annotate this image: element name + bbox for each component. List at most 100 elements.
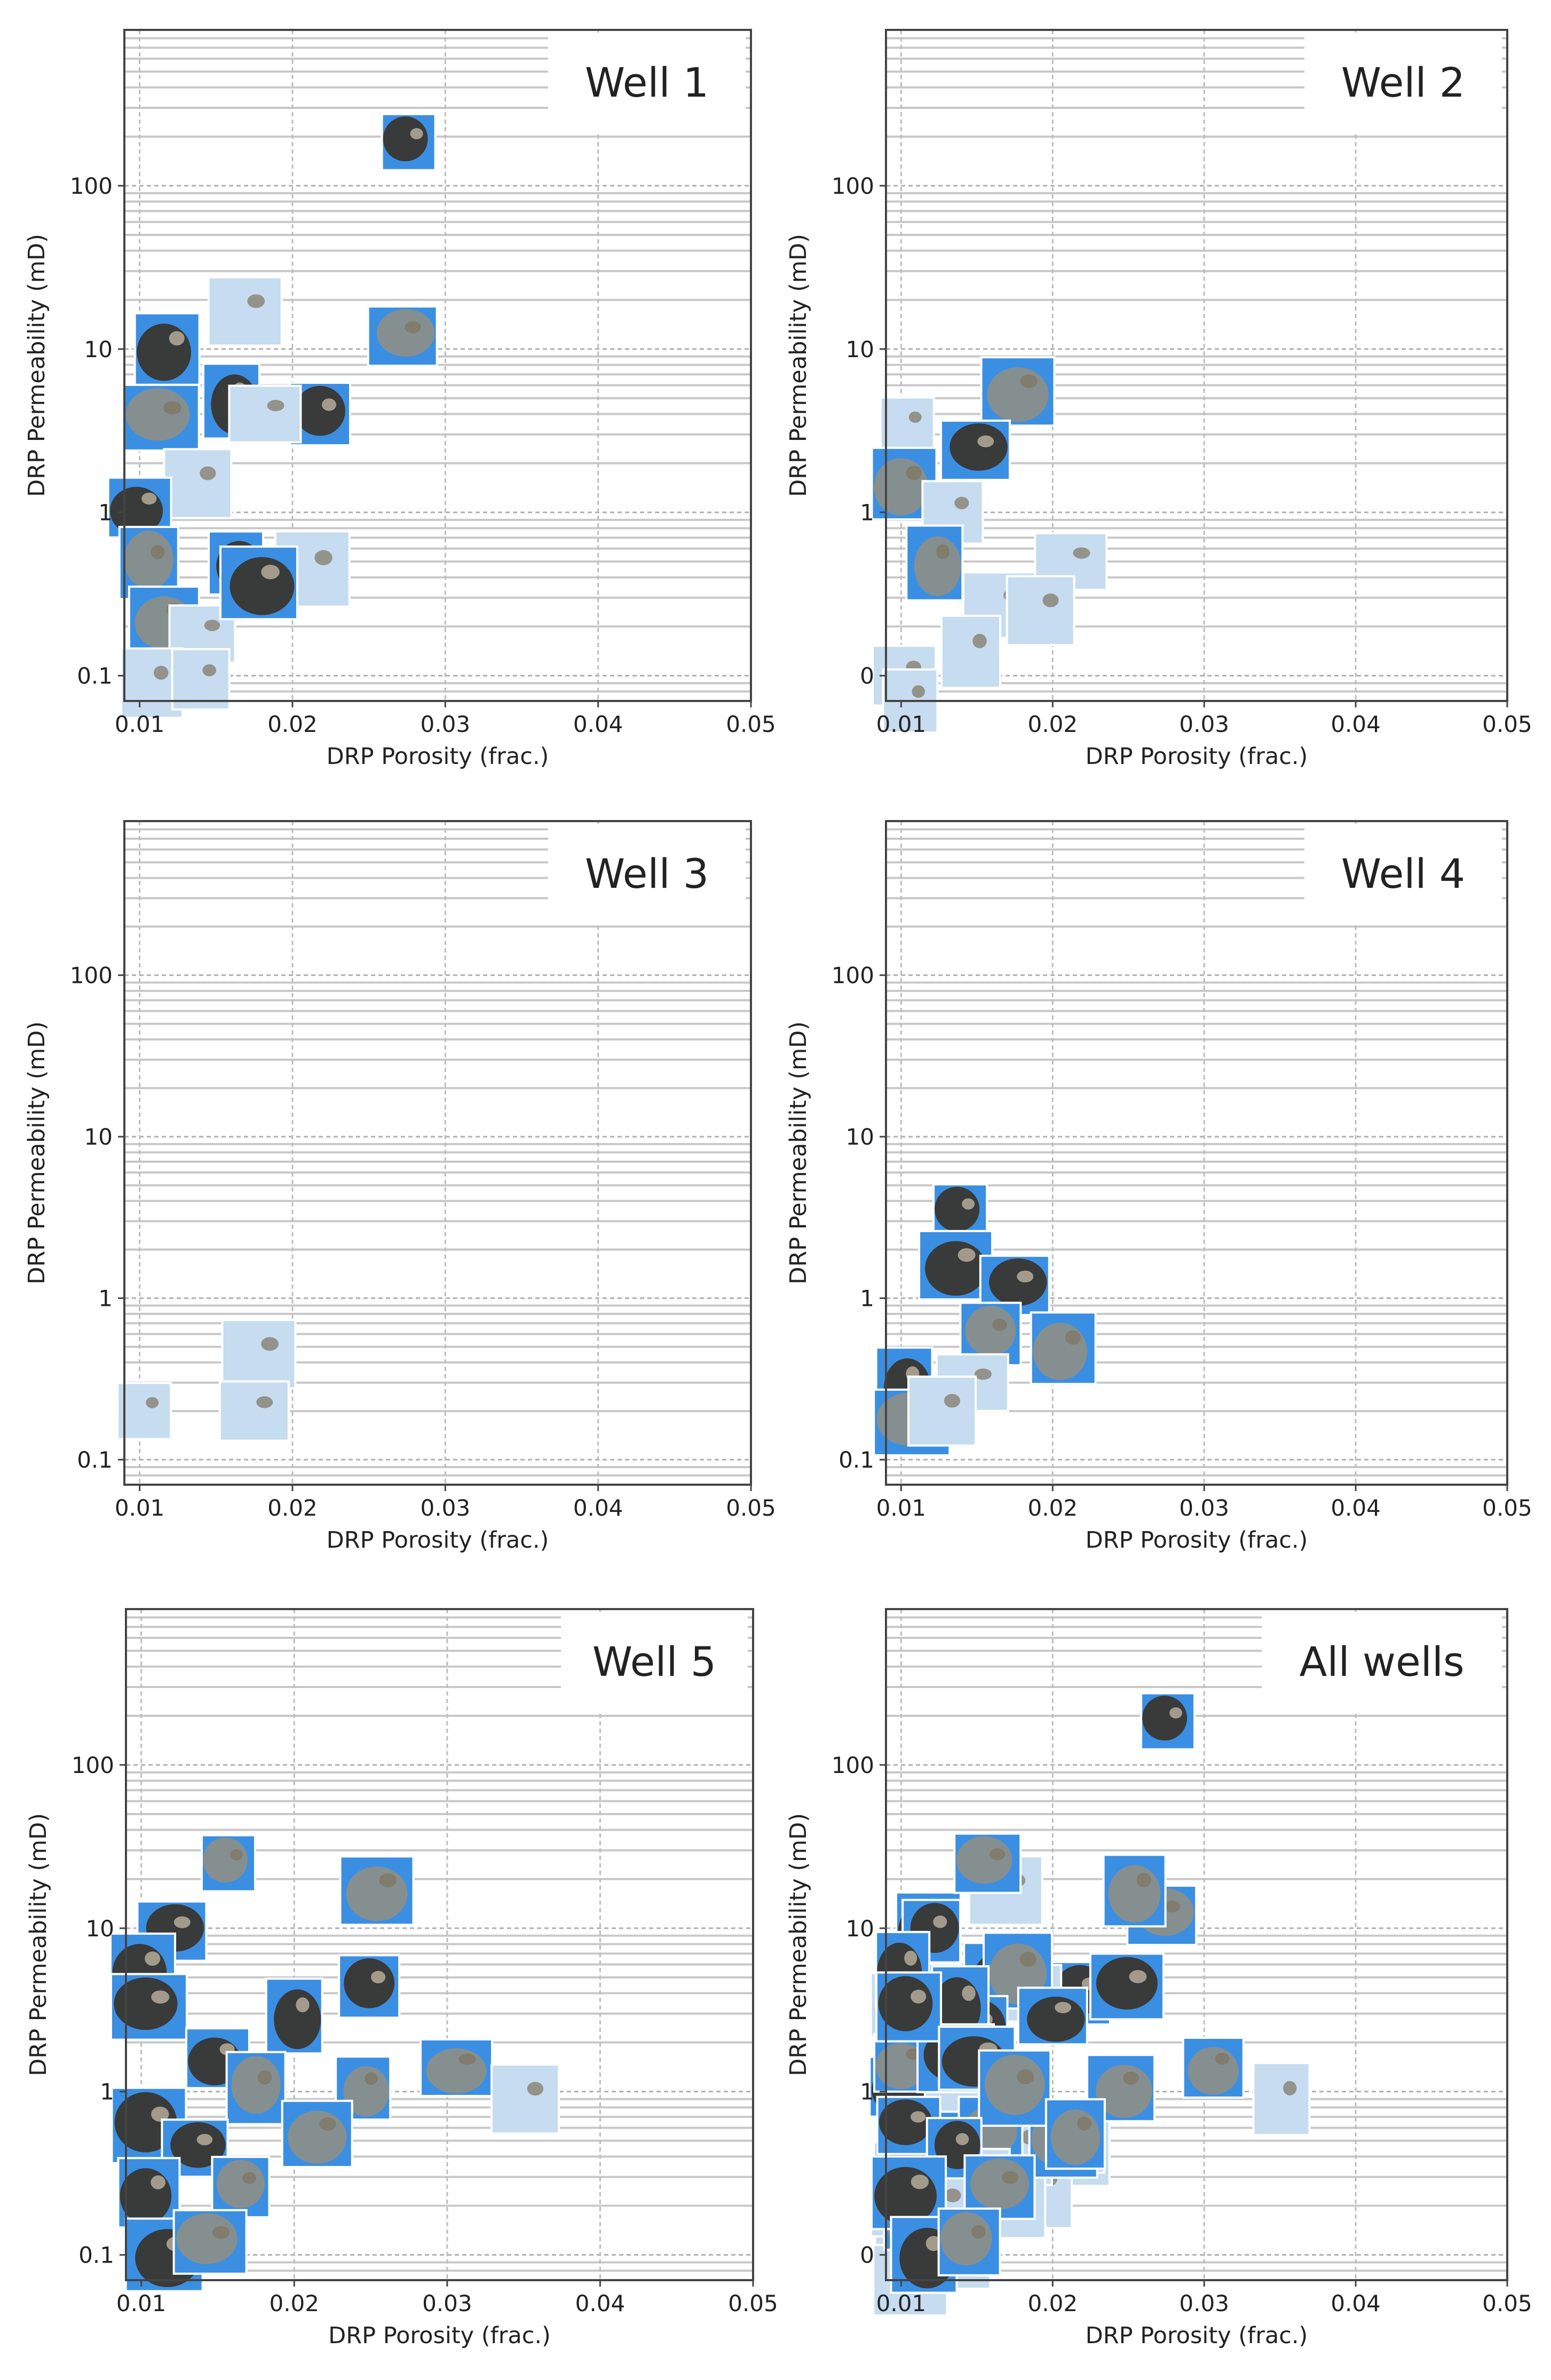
thumbnail-grain [914, 536, 961, 596]
x-tick-label: 0.01 [116, 2290, 167, 2316]
rock-thumbnail-marker [907, 1375, 977, 1447]
thumbnail-grain [879, 2099, 932, 2146]
x-tick-label: 0.01 [876, 1495, 927, 1521]
x-tick-label: 0.05 [1482, 711, 1532, 737]
thumbnail-texture [145, 1951, 161, 1966]
thumbnail-texture [212, 2226, 230, 2239]
rock-thumbnail-marker [122, 383, 200, 452]
thumbnail-grain [965, 1305, 1016, 1356]
thumbnail-texture [1073, 547, 1090, 559]
thumbnail-grain [946, 619, 996, 677]
thumbnail-texture [410, 128, 423, 139]
thumbnail-texture [1077, 2116, 1091, 2131]
x-tick-label: 0.05 [728, 2290, 778, 2316]
thumbnail-texture [957, 1248, 976, 1262]
thumbnail-grain [216, 2160, 265, 2208]
thumbnail-texture [962, 1985, 976, 2001]
thumbnail-texture [365, 2072, 378, 2085]
thumbnail-texture [911, 2174, 929, 2189]
thumbnail-texture [151, 545, 165, 559]
thumbnail-grain [500, 2068, 557, 2124]
rock-thumbnail-marker [980, 356, 1056, 427]
legend-label: Well 4 [1341, 850, 1465, 897]
thumbnail-texture [1055, 2001, 1072, 2013]
thumbnail-grain [126, 388, 190, 441]
thumbnail-texture [261, 564, 280, 580]
thumbnail-grain [124, 531, 174, 589]
x-tick-label: 0.03 [421, 1495, 471, 1521]
rock-thumbnail-marker [335, 2055, 392, 2121]
thumbnail-texture [163, 401, 182, 415]
thumbnail-grain [383, 116, 428, 162]
y-tick-label: 10 [846, 1124, 874, 1150]
thumbnail-texture [267, 400, 284, 412]
thumbnail-texture [527, 2082, 544, 2096]
thumbnail-texture [974, 1368, 992, 1380]
rock-thumbnail-marker [171, 648, 231, 711]
thumbnail-grain [1142, 1696, 1188, 1741]
x-axis-label: DRP Porosity (frac.) [328, 2322, 551, 2349]
thumbnail-texture [230, 1849, 243, 1861]
rock-thumbnail-marker [339, 1855, 415, 1926]
rock-thumbnail-marker [207, 276, 283, 347]
x-axis-label: DRP Porosity (frac.) [1086, 2322, 1308, 2349]
thumbnail-texture [906, 466, 922, 480]
thumbnail-grain [1188, 2047, 1239, 2095]
x-tick-label: 0.03 [1179, 1495, 1229, 1521]
thumbnail-texture [971, 2225, 986, 2239]
thumbnail-grain [176, 2213, 238, 2264]
thumbnail-grain [346, 1866, 408, 1921]
legend-box [1262, 1612, 1502, 1711]
thumbnail-grain [874, 458, 928, 516]
thumbnail-texture [962, 1198, 975, 1210]
y-tick-label: 0.1 [838, 1447, 874, 1473]
y-tick-label: 0 [860, 663, 874, 689]
thumbnail-grain [114, 1977, 178, 2030]
rock-thumbnail-marker [1017, 1987, 1088, 2046]
x-tick-label: 0.05 [726, 1495, 776, 1521]
thumbnail-texture [1017, 2069, 1034, 2085]
thumbnail-grain [178, 608, 233, 654]
axes-frame [885, 820, 1508, 1486]
rock-thumbnail-marker [367, 305, 438, 367]
thumbnail-grain [881, 400, 927, 445]
thumbnail-texture [1169, 1707, 1183, 1719]
x-tick-label: 0.01 [115, 711, 165, 737]
thumbnail-grain [214, 287, 276, 342]
rock-thumbnail-marker [109, 1973, 188, 2041]
thumbnail-grain [228, 1330, 290, 1385]
thumbnail-grain [376, 309, 435, 357]
thumbnail-texture [1215, 2053, 1230, 2065]
rock-thumbnail-marker [228, 384, 302, 444]
panel-well-4: Well 4 0.01 0.02 0.03 0.04 0.05 100 10 1 0.1 DRP P… [785, 820, 1532, 1554]
x-tick-label: 0.05 [1482, 2290, 1532, 2316]
thumbnail-grain [118, 1385, 164, 1431]
x-tick-label: 0.03 [421, 711, 471, 737]
rock-thumbnail-marker [281, 2100, 353, 2169]
y-tick-label: 100 [72, 1752, 114, 1778]
thumbnail-texture [989, 1848, 1006, 1861]
x-tick-label: 0.04 [1331, 711, 1381, 737]
thumbnail-texture [955, 2133, 969, 2146]
thumbnail-markers [871, 356, 1108, 734]
thumbnail-texture [314, 550, 333, 565]
rock-thumbnail-marker [1006, 575, 1075, 647]
thumbnail-grain [1015, 580, 1072, 635]
rock-thumbnail-marker [1044, 2098, 1106, 2170]
thumbnail-grain [235, 395, 295, 440]
axes-frame [123, 820, 752, 1486]
thumbnail-texture [242, 2172, 256, 2185]
x-tick-label: 0.04 [573, 711, 623, 737]
x-tick-label: 0.03 [1179, 2290, 1229, 2316]
rock-thumbnail-marker [978, 2049, 1052, 2127]
x-tick-label: 0.02 [269, 2290, 319, 2316]
y-axis-label: DRP Permeability (mD) [785, 1021, 812, 1284]
thumbnail-texture [261, 1337, 279, 1351]
thumbnail-texture [933, 1915, 947, 1928]
thumbnail-markers [873, 1183, 1097, 1456]
thumbnail-texture [912, 685, 925, 698]
x-tick-label: 0.01 [876, 2290, 927, 2316]
thumbnail-grain [970, 2158, 1029, 2210]
thumbnail-texture [141, 492, 157, 505]
